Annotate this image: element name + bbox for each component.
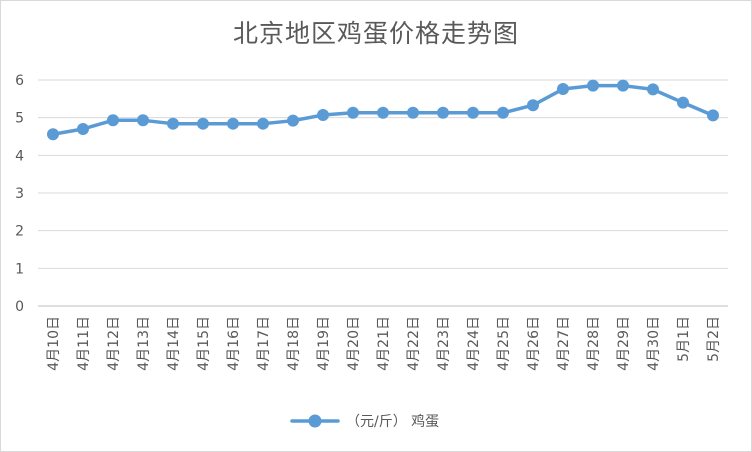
- x-tick-label: 4月26日: [526, 316, 542, 371]
- x-tick-label: 5月1日: [676, 316, 692, 362]
- x-tick-label: 4月25日: [496, 316, 512, 371]
- data-point: [407, 106, 419, 119]
- legend-line-marker: [290, 414, 340, 428]
- legend: （元/斤） 鸡蛋: [290, 409, 439, 433]
- data-point: [137, 114, 149, 127]
- x-tick-label: 4月16日: [226, 316, 242, 371]
- data-point: [317, 109, 329, 122]
- data-point: [677, 96, 689, 109]
- y-tick-label: 6: [15, 73, 24, 89]
- data-point: [527, 99, 539, 112]
- x-tick-label: 4月13日: [136, 316, 152, 371]
- y-tick-label: 5: [15, 111, 24, 127]
- data-point: [617, 79, 629, 92]
- data-point: [227, 117, 239, 130]
- x-tick-label: 4月17日: [256, 316, 272, 371]
- x-tick-label: 4月21日: [376, 316, 392, 371]
- x-tick-label: 4月15日: [196, 316, 212, 371]
- x-tick-label: 4月19日: [316, 316, 332, 371]
- y-tick-label: 1: [15, 261, 24, 277]
- x-tick-label: 4月11日: [76, 316, 92, 371]
- x-tick-label: 5月2日: [706, 316, 722, 362]
- x-tick-label: 4月29日: [616, 316, 632, 371]
- x-tick-label: 4月23日: [436, 316, 452, 371]
- y-tick-label: 4: [15, 148, 24, 164]
- chart-title: 北京地区鸡蛋价格走势图: [232, 19, 519, 48]
- legend-label: （元/斤） 鸡蛋: [346, 414, 440, 430]
- x-tick-label: 4月20日: [346, 316, 362, 371]
- x-tick-label: 4月24日: [466, 316, 482, 371]
- y-tick-label: 0: [15, 299, 24, 315]
- x-tick-label: 4月22日: [406, 316, 422, 371]
- data-point: [167, 117, 179, 130]
- data-point: [377, 106, 389, 119]
- data-point: [107, 114, 119, 127]
- data-point: [497, 106, 509, 119]
- data-point: [347, 106, 359, 119]
- x-tick-label: 4月30日: [646, 316, 662, 371]
- data-point: [707, 109, 719, 122]
- data-point: [557, 83, 569, 96]
- data-point: [437, 106, 449, 119]
- data-point: [287, 114, 299, 127]
- x-tick-label: 4月12日: [106, 316, 122, 371]
- data-point: [257, 117, 269, 130]
- data-point: [77, 122, 89, 135]
- x-tick-label: 4月27日: [556, 316, 572, 371]
- data-point: [647, 83, 659, 96]
- data-point: [587, 79, 599, 92]
- y-tick-label: 3: [15, 186, 24, 202]
- x-tick-label: 4月28日: [586, 316, 602, 371]
- data-point: [467, 106, 479, 119]
- data-point: [197, 117, 209, 130]
- x-tick-label: 4月18日: [286, 316, 302, 371]
- x-tick-label: 4月14日: [166, 316, 182, 371]
- x-tick-label: 4月10日: [46, 316, 62, 371]
- data-point: [47, 128, 59, 141]
- y-tick-label: 2: [15, 224, 24, 240]
